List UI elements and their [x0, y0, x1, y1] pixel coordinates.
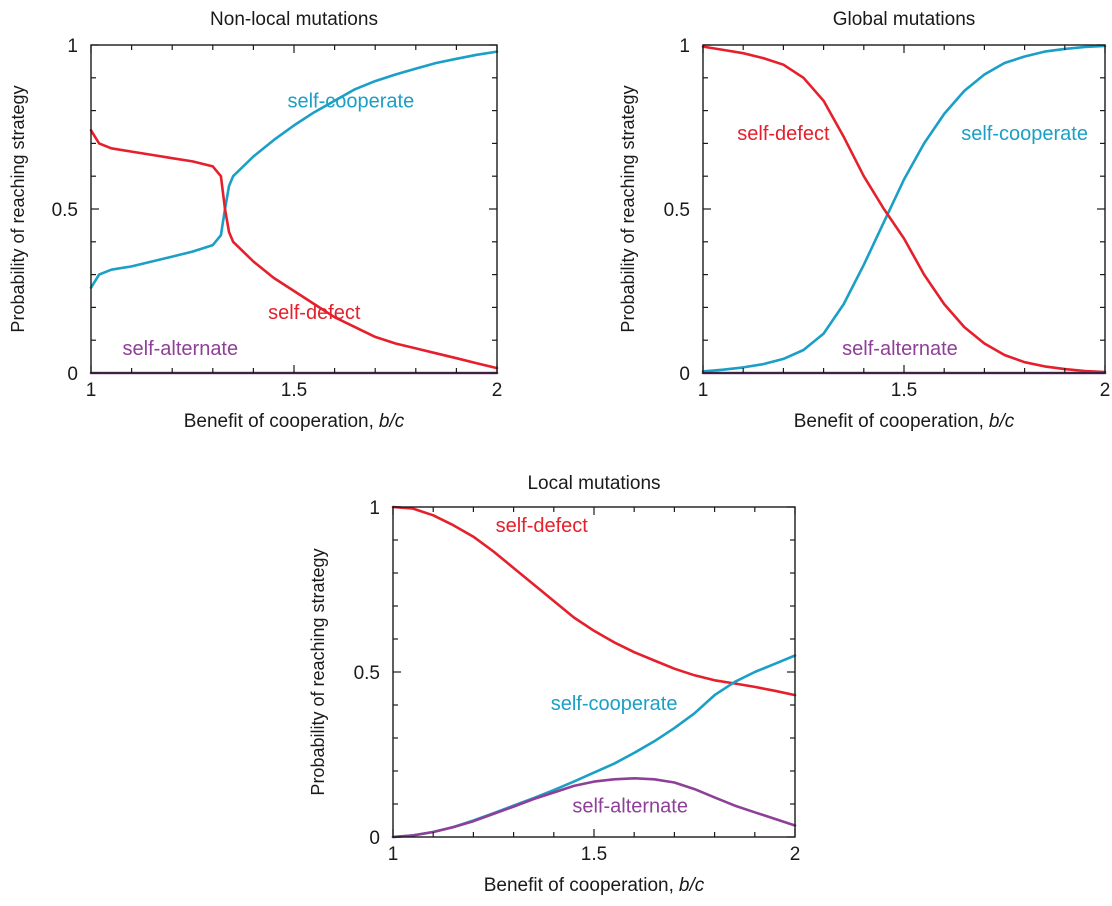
- y-tick-label: 0: [679, 364, 690, 385]
- y-axis-label: Probability of reaching strategy: [8, 85, 28, 332]
- curve-label-self-defect: self-defect: [268, 302, 361, 324]
- axis-ticks: [392, 506, 796, 838]
- x-axis-label-variable: b/c: [989, 411, 1015, 432]
- chart-title: Global mutations: [833, 9, 976, 30]
- tick-labels: 1 1.5 2 0 0.5 1: [664, 36, 1111, 401]
- y-tick-label: 1: [67, 36, 78, 57]
- chart-title: Non-local mutations: [210, 9, 378, 30]
- y-tick-label: 1: [679, 36, 690, 57]
- curve-label-self-alternate: self-alternate: [842, 338, 958, 360]
- curve-label-self-cooperate: self-cooperate: [961, 123, 1088, 145]
- series-line-self-alternate: [391, 777, 797, 839]
- y-tick-label: 1: [369, 498, 380, 519]
- series-line-self-cooperate: [701, 44, 1107, 373]
- series-line-self-defect: [391, 505, 797, 697]
- x-tick-label: 2: [492, 380, 503, 401]
- panel-local-mutations: Local mutations 1 1.5 200.51 self-defectse…: [308, 473, 800, 896]
- curve-labels: self-defect self-cooperate self-alternate: [496, 515, 688, 818]
- y-axis-label: Probability of reaching strategy: [618, 85, 638, 332]
- y-tick-label: 0: [369, 828, 380, 849]
- tick-labels: 1 1.5 2 0 0.5 1: [354, 498, 801, 865]
- y-tick-label: 0.5: [52, 200, 78, 221]
- y-axis-label: Probability of reaching strategy: [308, 548, 328, 795]
- x-axis-label-variable: b/c: [379, 411, 405, 432]
- x-axis-label: Benefit of cooperation, b/c: [794, 411, 1015, 432]
- curve-label-self-defect: self-defect: [737, 123, 830, 145]
- panel-non-local-mutations: Non-local mutations 1 1.5 2 0 0.5 1 self-coop…: [8, 9, 502, 432]
- curve-label-self-alternate: self-alternate: [123, 338, 239, 360]
- x-axis-label: Benefit of cooperation, b/c: [484, 875, 705, 896]
- y-tick-label: 0.5: [354, 663, 380, 684]
- y-tick-label: 0.5: [664, 200, 690, 221]
- x-tick-label: 1.5: [891, 380, 917, 401]
- panel-global-mutations: Global mutations 1 1.5 200.51 self-defect s…: [618, 9, 1110, 432]
- x-axis-label-text: Benefit of cooperation,: [484, 875, 674, 896]
- axis-ticks: [702, 44, 1106, 374]
- x-tick-label: 2: [1100, 380, 1111, 401]
- series-line-self-defect: [89, 129, 499, 370]
- x-axis-label: Benefit of cooperation, b/c: [184, 411, 405, 432]
- curve-labels: self-cooperate self-defect self-alternate: [123, 90, 415, 360]
- x-tick-label: 1.5: [581, 844, 607, 865]
- curve-label-self-cooperate: self-cooperate: [551, 693, 678, 715]
- chart-marks: [391, 505, 797, 839]
- x-axis-label-text: Benefit of cooperation,: [184, 411, 374, 432]
- chart-title: Local mutations: [527, 473, 660, 494]
- tick-labels: 1 1.5 2 0 0.5 1: [52, 36, 503, 401]
- curve-label-self-cooperate: self-cooperate: [287, 90, 414, 112]
- x-tick-label: 1: [86, 380, 97, 401]
- plot-frame: [702, 44, 1106, 374]
- x-axis-label-variable: b/c: [679, 875, 705, 896]
- series-line-self-cooperate: [89, 50, 499, 289]
- x-tick-label: 1: [388, 844, 399, 865]
- x-tick-label: 2: [790, 844, 801, 865]
- x-tick-label: 1: [698, 380, 709, 401]
- axis-ticks: [90, 44, 498, 374]
- plot-frame: [392, 506, 796, 838]
- curve-label-self-alternate: self-alternate: [572, 795, 688, 817]
- curve-labels: self-defect self-cooperate self-alternate: [737, 123, 1088, 360]
- curve-label-self-defect: self-defect: [496, 515, 589, 537]
- x-tick-label: 1.5: [281, 380, 307, 401]
- x-axis-label-text: Benefit of cooperation,: [794, 411, 984, 432]
- series-line-self-defect: [701, 45, 1107, 374]
- chart-marks: [701, 44, 1107, 375]
- y-tick-label: 0: [67, 364, 78, 385]
